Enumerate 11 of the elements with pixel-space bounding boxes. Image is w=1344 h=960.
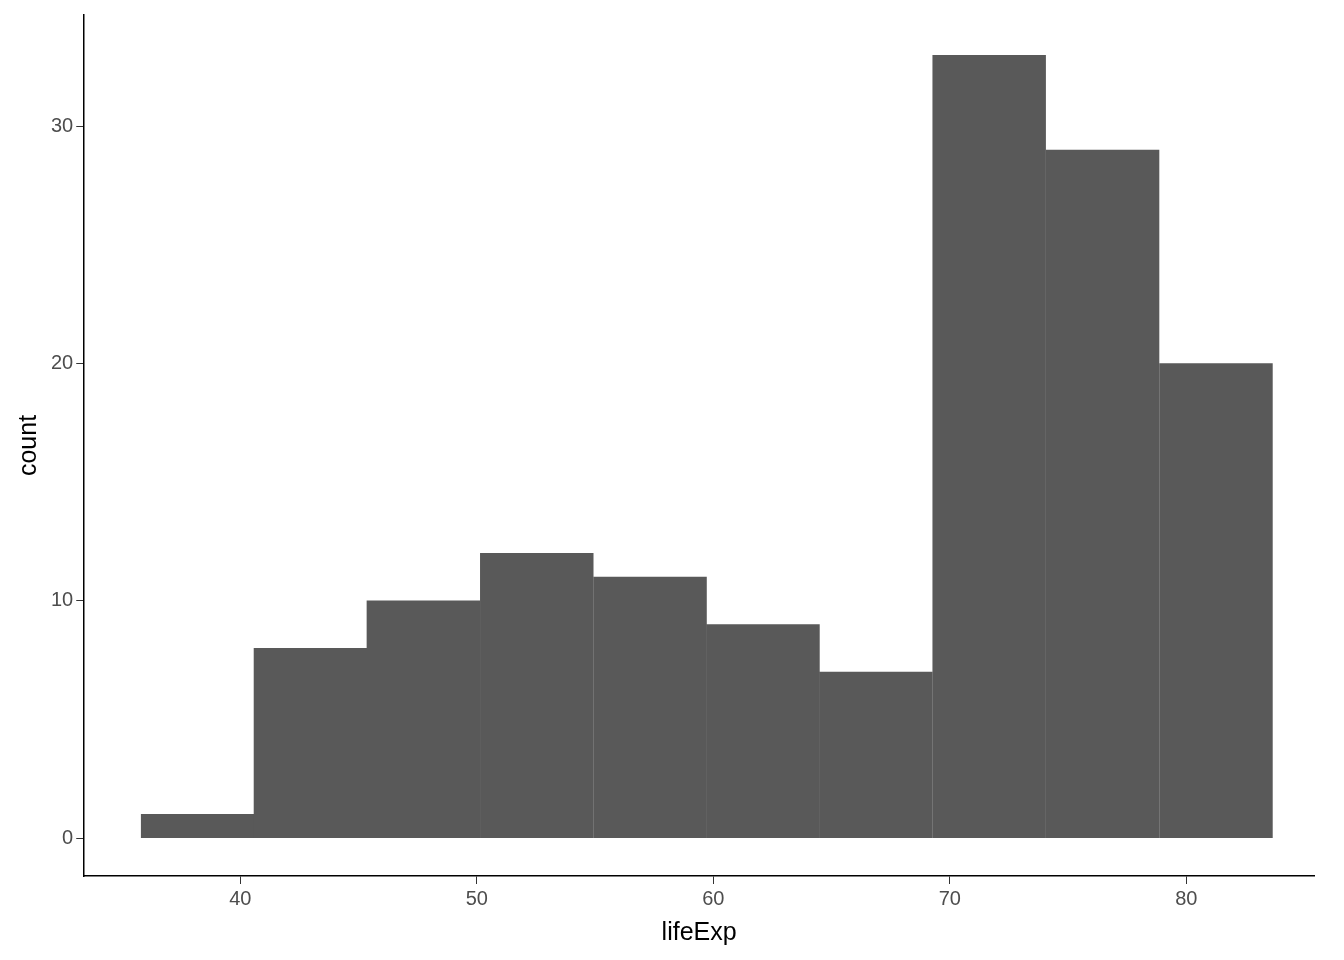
x-tick-label: 80	[1175, 886, 1198, 909]
x-tick-label: 40	[229, 886, 252, 909]
x-tick-label: 70	[938, 886, 961, 909]
y-tick-label: 20	[51, 351, 74, 374]
y-tick-label: 0	[62, 825, 74, 848]
x-tick-label: 50	[465, 886, 488, 909]
y-axis-title: count	[12, 414, 41, 477]
y-tick-label: 10	[51, 588, 74, 611]
x-axis-title: lifeExp	[661, 916, 737, 945]
y-tick-label: 30	[51, 113, 74, 136]
x-tick-label: 60	[702, 886, 725, 909]
